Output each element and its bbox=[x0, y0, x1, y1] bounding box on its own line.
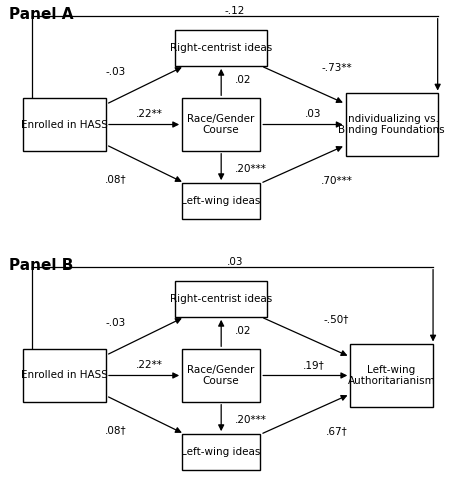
Text: .08†: .08† bbox=[104, 174, 126, 184]
Text: .67†: .67† bbox=[325, 426, 347, 436]
Text: .20***: .20*** bbox=[235, 414, 267, 424]
Text: .02: .02 bbox=[235, 326, 251, 336]
Text: -.12: -.12 bbox=[225, 6, 245, 16]
Text: .20***: .20*** bbox=[235, 164, 267, 173]
Text: .03: .03 bbox=[305, 109, 321, 119]
Bar bbox=[182, 183, 260, 219]
Bar bbox=[182, 349, 260, 402]
Text: Race/Gender
Course: Race/Gender Course bbox=[188, 364, 255, 386]
Text: Enrolled in HASS: Enrolled in HASS bbox=[21, 370, 108, 380]
Text: -.50†: -.50† bbox=[324, 314, 349, 324]
Text: Enrolled in HASS: Enrolled in HASS bbox=[21, 120, 108, 130]
Text: -.03: -.03 bbox=[105, 318, 125, 328]
Text: .22**: .22** bbox=[136, 360, 163, 370]
Bar bbox=[182, 98, 260, 151]
Text: .02: .02 bbox=[235, 76, 251, 86]
Bar bbox=[23, 98, 106, 151]
Text: Left-wing
Authoritarianism: Left-wing Authoritarianism bbox=[348, 364, 436, 386]
Text: Right-centrist ideas: Right-centrist ideas bbox=[170, 294, 272, 304]
Text: Individualizing vs.
Binding Foundations: Individualizing vs. Binding Foundations bbox=[338, 114, 445, 136]
Bar bbox=[182, 434, 260, 470]
Bar bbox=[175, 30, 267, 66]
Text: -.03: -.03 bbox=[105, 67, 125, 77]
Bar bbox=[23, 349, 106, 402]
Text: Left-wing ideas: Left-wing ideas bbox=[181, 447, 261, 457]
Bar bbox=[175, 281, 267, 317]
Text: .70***: .70*** bbox=[321, 176, 352, 186]
Text: .08†: .08† bbox=[104, 426, 126, 436]
Text: .22**: .22** bbox=[136, 109, 163, 119]
Bar bbox=[345, 94, 438, 156]
Text: .19†: .19† bbox=[302, 360, 324, 370]
Text: -.73**: -.73** bbox=[321, 64, 352, 74]
Text: Panel B: Panel B bbox=[9, 258, 74, 274]
Text: Left-wing ideas: Left-wing ideas bbox=[181, 196, 261, 206]
Text: Race/Gender
Course: Race/Gender Course bbox=[188, 114, 255, 136]
Text: Panel A: Panel A bbox=[9, 8, 74, 22]
Bar bbox=[350, 344, 433, 406]
Text: Right-centrist ideas: Right-centrist ideas bbox=[170, 43, 272, 53]
Text: .03: .03 bbox=[227, 257, 243, 267]
